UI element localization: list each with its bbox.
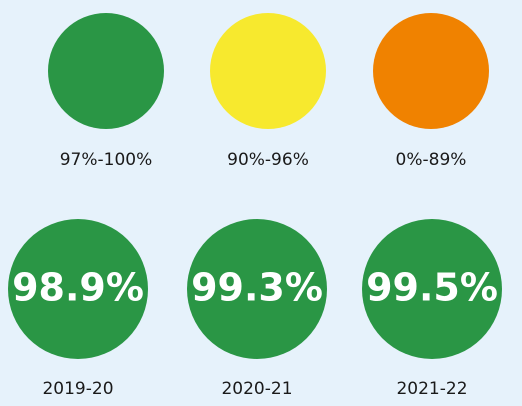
year-label: 2019-20 xyxy=(42,379,113,399)
year-circle xyxy=(362,219,502,359)
legend-swatch xyxy=(210,13,326,129)
year-label: 2021-22 xyxy=(396,379,467,399)
year-circle xyxy=(187,219,327,359)
year-circle xyxy=(8,219,148,359)
legend-label: 90%-96% xyxy=(227,150,309,170)
year-value: 99.3% xyxy=(191,266,323,310)
legend-swatch xyxy=(48,13,164,129)
legend-label: 97%-100% xyxy=(60,150,153,170)
year-value: 99.5% xyxy=(366,266,498,310)
legend-swatch xyxy=(373,13,489,129)
year-label: 2020-21 xyxy=(221,379,292,399)
year-value: 98.9% xyxy=(12,266,144,310)
legend-label: 0%-89% xyxy=(396,150,467,170)
